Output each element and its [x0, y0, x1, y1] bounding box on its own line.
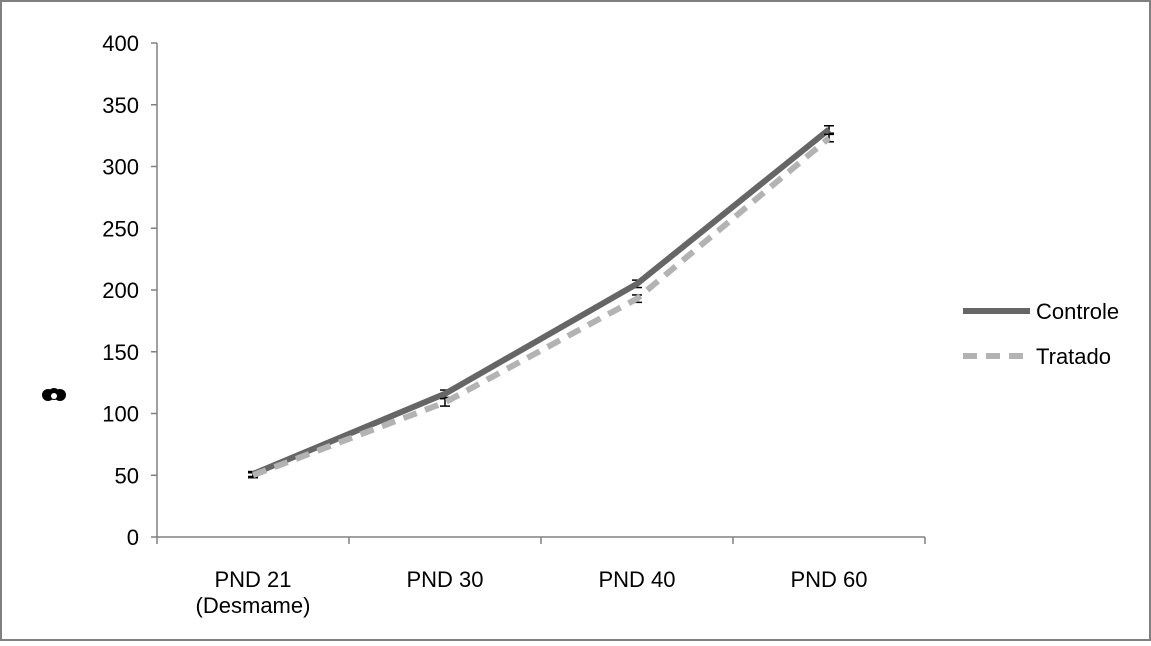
y-tick-label: 300 — [102, 155, 139, 180]
x-tick-label: PND 21 — [214, 567, 291, 592]
y-tick-label: 100 — [102, 402, 139, 427]
legend-label-tratado: Tratado — [1036, 344, 1111, 369]
x-tick-label: PND 40 — [598, 567, 675, 592]
x-tick-label: PND 30 — [406, 567, 483, 592]
y-tick-label: 200 — [102, 278, 139, 303]
x-tick-label: (Desmame) — [196, 593, 311, 618]
y-axis-label-glyph — [42, 388, 66, 401]
y-tick-label: 350 — [102, 93, 139, 118]
y-tick-label: 400 — [102, 31, 139, 56]
legend-label-controle: Controle — [1036, 299, 1119, 324]
x-tick-label: PND 60 — [790, 567, 867, 592]
y-tick-label: 250 — [102, 216, 139, 241]
y-tick-label: 150 — [102, 340, 139, 365]
y-tick-label: 0 — [127, 525, 139, 550]
y-tick-label: 50 — [115, 463, 139, 488]
